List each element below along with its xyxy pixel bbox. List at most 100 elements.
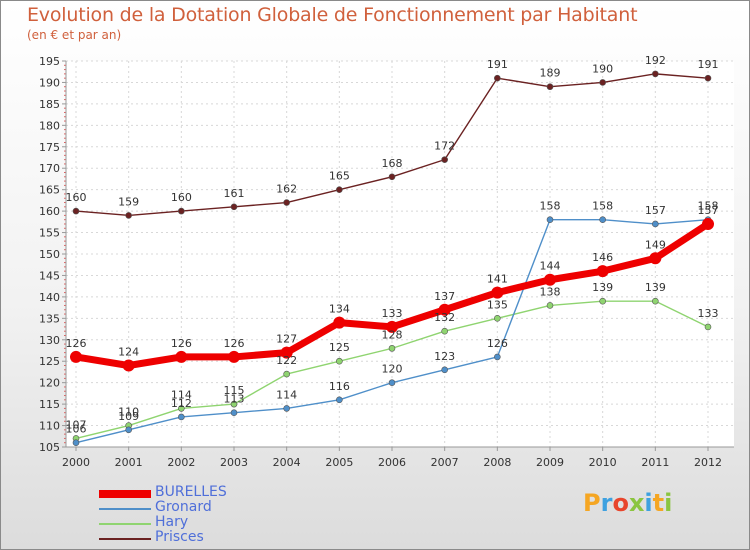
data-label-burelles: 124 [118, 346, 139, 359]
legend-label: Gronard [155, 499, 212, 515]
logo-letter: o [612, 489, 629, 517]
x-tick-label: 2001 [115, 456, 143, 469]
data-point-gronard [546, 216, 554, 223]
data-point-hary [178, 405, 185, 412]
data-point-hary [283, 370, 290, 378]
data-point-burelles [175, 350, 188, 363]
data-label-prisces: 191 [487, 58, 508, 71]
y-tick-label: 135 [39, 312, 60, 325]
data-point-burelles [438, 303, 451, 316]
y-tick-label: 190 [39, 76, 60, 89]
chart-subtitle: (en € et par an) [27, 28, 122, 42]
data-label-prisces: 161 [224, 187, 245, 200]
y-tick-label: 110 [39, 420, 60, 433]
data-label-hary: 128 [382, 328, 403, 341]
data-label-gronard: 158 [592, 200, 613, 213]
data-point-burelles [280, 346, 293, 359]
y-tick-label: 165 [39, 184, 60, 197]
data-point-hary [494, 315, 501, 322]
data-label-gronard: 158 [540, 200, 561, 213]
x-tick-label: 2005 [325, 456, 353, 469]
data-point-burelles [596, 265, 609, 278]
data-label-hary: 114 [171, 388, 192, 401]
data-point-prisces [704, 74, 712, 82]
data-point-gronard [494, 353, 501, 361]
data-label-burelles: 126 [171, 337, 192, 350]
data-point-burelles [544, 273, 556, 286]
data-point-prisces [336, 186, 343, 193]
data-point-gronard [230, 409, 238, 416]
y-tick-label: 120 [39, 377, 60, 390]
x-tick-label: 2002 [167, 456, 195, 469]
data-point-prisces [283, 199, 290, 206]
data-point-burelles [228, 350, 240, 363]
legend-swatch [99, 523, 151, 525]
data-label-prisces: 160 [171, 191, 192, 204]
y-tick-label: 170 [39, 162, 60, 175]
data-point-gronard [652, 220, 659, 228]
x-tick-label: 2009 [536, 456, 564, 469]
data-point-gronard [125, 426, 132, 434]
y-tick-label: 115 [39, 398, 60, 411]
proxiti-logo: Proxiti [583, 489, 672, 517]
data-point-burelles [491, 286, 504, 299]
y-tick-label: 195 [39, 55, 60, 68]
data-point-prisces [652, 70, 659, 78]
legend-swatch [99, 538, 151, 540]
x-tick-label: 2007 [431, 456, 459, 469]
data-label-burelles: 134 [329, 303, 350, 316]
data-label-prisces: 190 [592, 62, 613, 75]
data-point-gronard [336, 396, 343, 404]
y-tick-label: 130 [39, 334, 60, 347]
data-point-hary [652, 297, 659, 305]
data-label-hary: 138 [540, 285, 561, 298]
data-label-hary: 139 [592, 281, 613, 294]
y-tick-label: 155 [39, 227, 60, 240]
data-label-burelles: 157 [698, 204, 719, 217]
x-tick-label: 2003 [220, 456, 248, 469]
y-tick-label: 150 [39, 248, 60, 261]
y-tick-label: 125 [39, 355, 60, 368]
data-label-prisces: 192 [645, 54, 666, 67]
data-label-gronard: 126 [487, 337, 508, 350]
y-tick-label: 185 [39, 98, 60, 111]
data-label-prisces: 191 [698, 58, 719, 71]
data-label-hary: 133 [698, 307, 719, 320]
data-label-burelles: 126 [66, 337, 87, 350]
data-point-hary [388, 345, 396, 352]
x-tick-label: 2011 [641, 456, 669, 469]
data-point-prisces [230, 203, 238, 211]
data-point-prisces [599, 79, 606, 86]
legend-swatch [99, 490, 151, 498]
x-tick-label: 2004 [273, 456, 301, 469]
data-label-gronard: 157 [645, 204, 666, 217]
data-label-burelles: 126 [224, 337, 245, 350]
legend-label: BURELLES [155, 484, 227, 500]
data-point-gronard [388, 379, 396, 386]
data-label-burelles: 137 [434, 290, 455, 303]
x-tick-label: 2010 [589, 456, 617, 469]
data-label-hary: 107 [66, 418, 87, 431]
data-point-burelles [386, 320, 398, 333]
y-tick-label: 175 [39, 141, 60, 154]
data-label-hary: 125 [329, 341, 350, 354]
logo-letter: r [600, 489, 613, 517]
data-point-burelles [649, 252, 662, 265]
data-label-burelles: 146 [592, 251, 613, 264]
data-label-hary: 132 [434, 311, 455, 324]
data-label-prisces: 159 [118, 195, 139, 208]
x-tick-label: 2012 [694, 456, 722, 469]
data-point-hary [599, 297, 606, 305]
data-label-gronard: 114 [276, 388, 297, 401]
data-point-prisces [125, 212, 132, 219]
data-label-hary: 135 [487, 298, 508, 311]
data-point-burelles [70, 350, 82, 363]
data-label-hary: 139 [645, 281, 666, 294]
data-label-burelles: 144 [540, 260, 561, 273]
legend-label: Hary [155, 514, 189, 530]
data-label-gronard: 112 [171, 397, 192, 410]
data-label-prisces: 160 [66, 191, 87, 204]
data-label-gronard: 113 [224, 393, 245, 406]
